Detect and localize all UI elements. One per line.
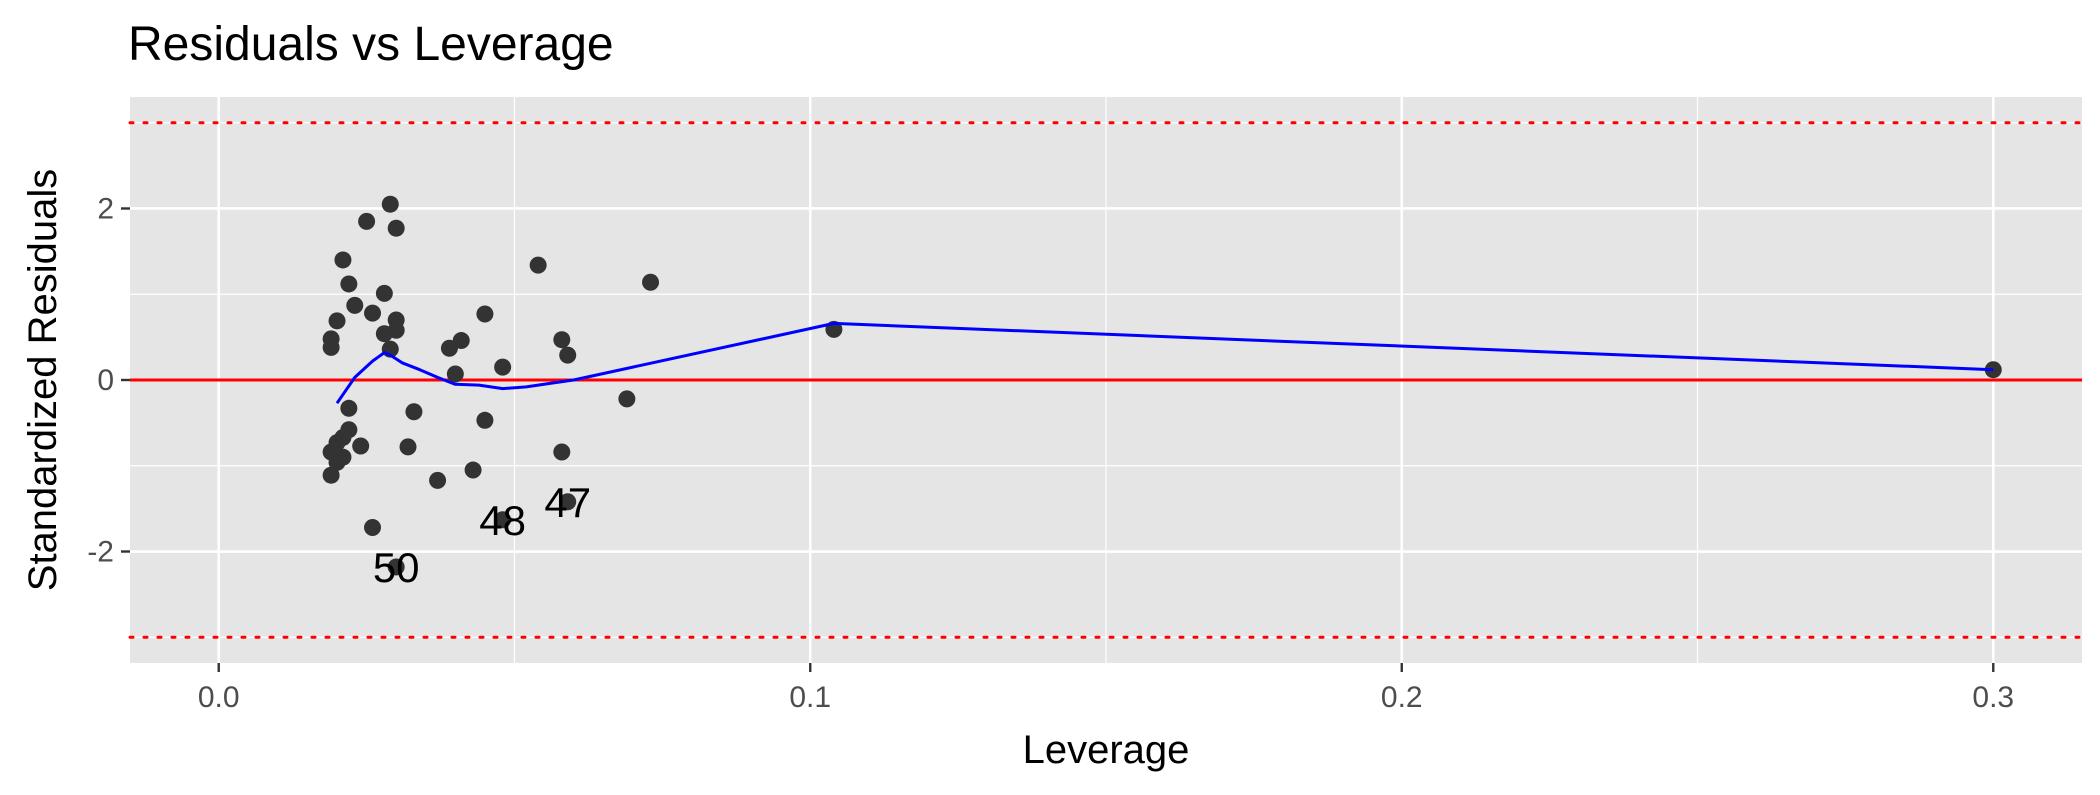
data-point: [464, 461, 482, 479]
data-point: [322, 338, 340, 356]
data-point: [375, 325, 393, 343]
data-point: [553, 331, 571, 349]
data-point: [340, 399, 358, 417]
data-point: [358, 212, 376, 230]
data-point: [375, 284, 393, 302]
data-point: [381, 195, 399, 213]
data-point: [559, 493, 577, 511]
y-tick-label: 0: [97, 364, 114, 397]
data-point: [399, 438, 417, 456]
data-point: [328, 453, 346, 471]
y-tick-label: -2: [87, 536, 114, 569]
x-tick-label: 0.1: [789, 681, 831, 714]
data-point: [494, 511, 512, 529]
data-point: [328, 312, 346, 330]
data-points: [322, 195, 2002, 576]
point-labels: 47 48 50: [373, 479, 591, 591]
data-point: [559, 346, 577, 364]
x-tick-label: 0.0: [198, 681, 240, 714]
smooth-line-layer: [335, 321, 1994, 405]
point-label: 50: [373, 544, 420, 591]
data-point: [553, 443, 571, 461]
data-point: [346, 296, 364, 314]
data-point: [387, 219, 405, 237]
data-point: [494, 358, 512, 376]
data-point: [642, 273, 660, 291]
x-axis-title: Leverage: [1023, 728, 1190, 772]
x-axis-ticks: 0.0 0.1 0.2 0.3: [198, 663, 2014, 714]
data-point: [352, 437, 370, 455]
data-point: [446, 365, 464, 383]
y-tick-label: 2: [97, 192, 114, 225]
x-tick-label: 0.2: [1381, 681, 1423, 714]
point-label: 48: [479, 497, 526, 544]
data-point: [429, 471, 447, 489]
data-point: [405, 403, 423, 421]
data-point: [340, 275, 358, 293]
data-point: [618, 390, 636, 408]
y-axis-title: Standardized Residuals: [21, 169, 65, 591]
y-axis-ticks: -2 0 2: [87, 192, 130, 569]
x-tick-label: 0.3: [1972, 681, 2014, 714]
point-label: 47: [544, 479, 591, 526]
data-point: [387, 558, 405, 576]
data-point: [334, 251, 352, 269]
data-point: [476, 305, 494, 323]
data-point: [322, 466, 340, 484]
chart-title: Residuals vs Leverage: [128, 18, 614, 71]
data-point: [440, 339, 458, 357]
data-point: [529, 256, 547, 274]
data-point: [364, 519, 382, 537]
data-point: [364, 304, 382, 322]
smooth-line: [335, 321, 1994, 405]
data-point: [476, 411, 494, 429]
